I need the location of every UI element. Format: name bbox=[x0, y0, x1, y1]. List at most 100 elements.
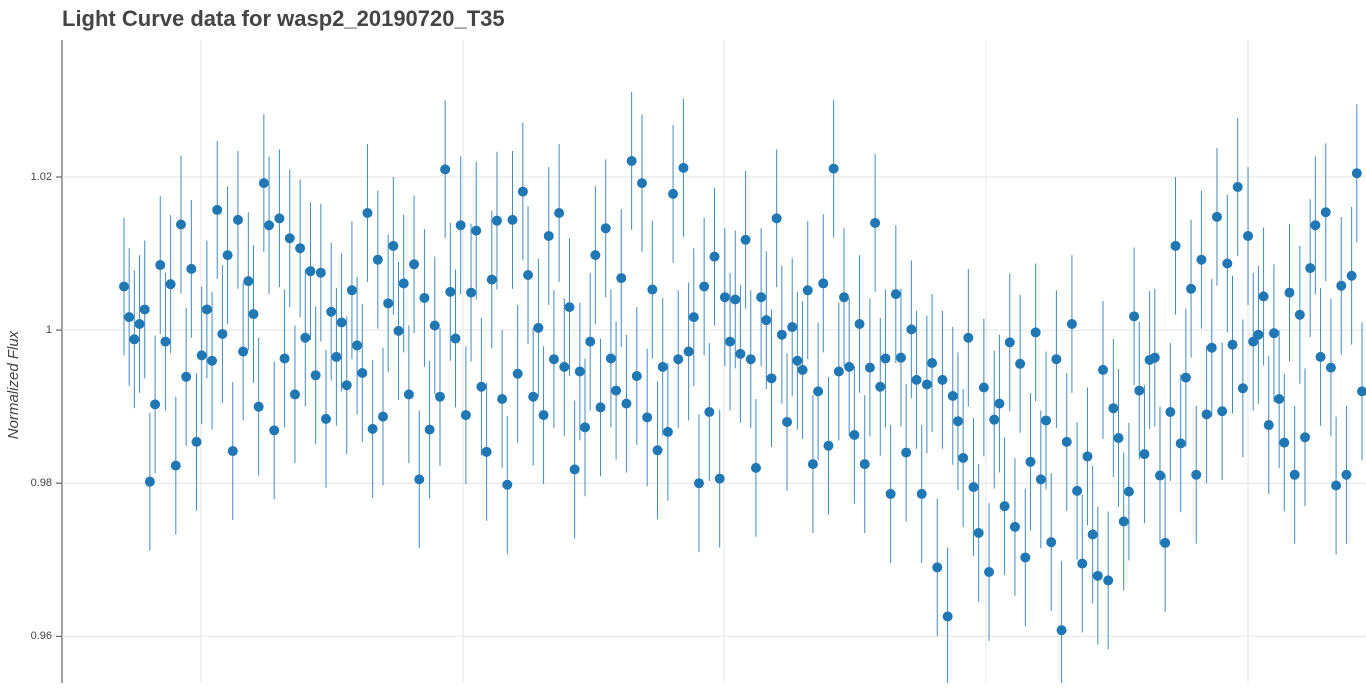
point bbox=[191, 436, 202, 447]
point bbox=[942, 611, 953, 622]
point bbox=[186, 263, 197, 274]
point bbox=[160, 336, 171, 347]
point bbox=[1056, 625, 1067, 636]
point bbox=[227, 446, 238, 457]
point bbox=[921, 379, 932, 390]
point bbox=[450, 333, 461, 344]
point bbox=[517, 186, 528, 197]
point bbox=[367, 423, 378, 434]
point bbox=[1305, 263, 1316, 274]
point bbox=[574, 366, 585, 377]
point bbox=[709, 251, 720, 262]
point bbox=[833, 366, 844, 377]
point bbox=[1217, 406, 1228, 417]
point bbox=[1289, 469, 1300, 480]
point bbox=[719, 292, 730, 303]
point bbox=[569, 464, 580, 475]
point bbox=[398, 278, 409, 289]
point bbox=[150, 399, 161, 410]
point bbox=[1123, 486, 1134, 497]
point bbox=[554, 207, 565, 218]
point bbox=[419, 292, 430, 303]
point bbox=[616, 273, 627, 284]
point bbox=[305, 266, 316, 277]
point bbox=[1201, 409, 1212, 420]
point bbox=[916, 488, 927, 499]
point bbox=[414, 474, 425, 485]
point bbox=[807, 459, 818, 470]
point bbox=[175, 219, 186, 230]
point bbox=[217, 328, 228, 339]
point bbox=[403, 389, 414, 400]
point bbox=[673, 354, 684, 365]
y-tick-label: 1.02 bbox=[31, 171, 52, 183]
point bbox=[880, 353, 891, 364]
point bbox=[652, 445, 663, 456]
point bbox=[1211, 211, 1222, 222]
point bbox=[678, 162, 689, 173]
point bbox=[1082, 451, 1093, 462]
point bbox=[212, 204, 223, 215]
point bbox=[1331, 480, 1342, 491]
point bbox=[1139, 449, 1150, 460]
point bbox=[1325, 362, 1336, 373]
point bbox=[445, 286, 456, 297]
point bbox=[486, 274, 497, 285]
point bbox=[1180, 372, 1191, 383]
point bbox=[170, 460, 181, 471]
point bbox=[870, 217, 881, 228]
point bbox=[1108, 403, 1119, 414]
point bbox=[165, 279, 176, 290]
point bbox=[497, 394, 508, 405]
point bbox=[1346, 270, 1357, 281]
point bbox=[813, 386, 824, 397]
point bbox=[507, 214, 518, 225]
point bbox=[1191, 469, 1202, 480]
point bbox=[585, 336, 596, 347]
point bbox=[258, 178, 269, 189]
point bbox=[201, 304, 212, 315]
point bbox=[1357, 386, 1366, 397]
point bbox=[611, 385, 622, 396]
point bbox=[1274, 394, 1285, 405]
point bbox=[434, 391, 445, 402]
point bbox=[1206, 342, 1217, 353]
y-tick-label: 1 bbox=[46, 324, 52, 336]
point bbox=[1232, 181, 1243, 192]
point bbox=[315, 267, 326, 278]
point bbox=[797, 364, 808, 375]
point bbox=[782, 416, 793, 427]
point bbox=[994, 398, 1005, 409]
point bbox=[1015, 358, 1026, 369]
point bbox=[1237, 383, 1248, 394]
point bbox=[512, 368, 523, 379]
point bbox=[222, 250, 233, 261]
point bbox=[1243, 230, 1254, 241]
point bbox=[1336, 280, 1347, 291]
point bbox=[1248, 336, 1259, 347]
point bbox=[1341, 469, 1352, 480]
point bbox=[1284, 287, 1295, 298]
point bbox=[1134, 385, 1145, 396]
point bbox=[129, 334, 140, 345]
point bbox=[124, 312, 135, 323]
point bbox=[346, 285, 357, 296]
point bbox=[243, 276, 254, 287]
point bbox=[688, 312, 699, 323]
point bbox=[1196, 254, 1207, 265]
point bbox=[590, 250, 601, 261]
point bbox=[901, 447, 912, 458]
point bbox=[331, 351, 342, 362]
point bbox=[580, 422, 591, 433]
point bbox=[745, 354, 756, 365]
point bbox=[1351, 168, 1362, 179]
point bbox=[1072, 485, 1083, 496]
point bbox=[377, 411, 388, 422]
point bbox=[284, 233, 295, 244]
point bbox=[1077, 558, 1088, 569]
point bbox=[714, 473, 725, 484]
point bbox=[1310, 220, 1321, 231]
point bbox=[600, 223, 611, 234]
point bbox=[357, 367, 368, 378]
point bbox=[947, 390, 958, 401]
